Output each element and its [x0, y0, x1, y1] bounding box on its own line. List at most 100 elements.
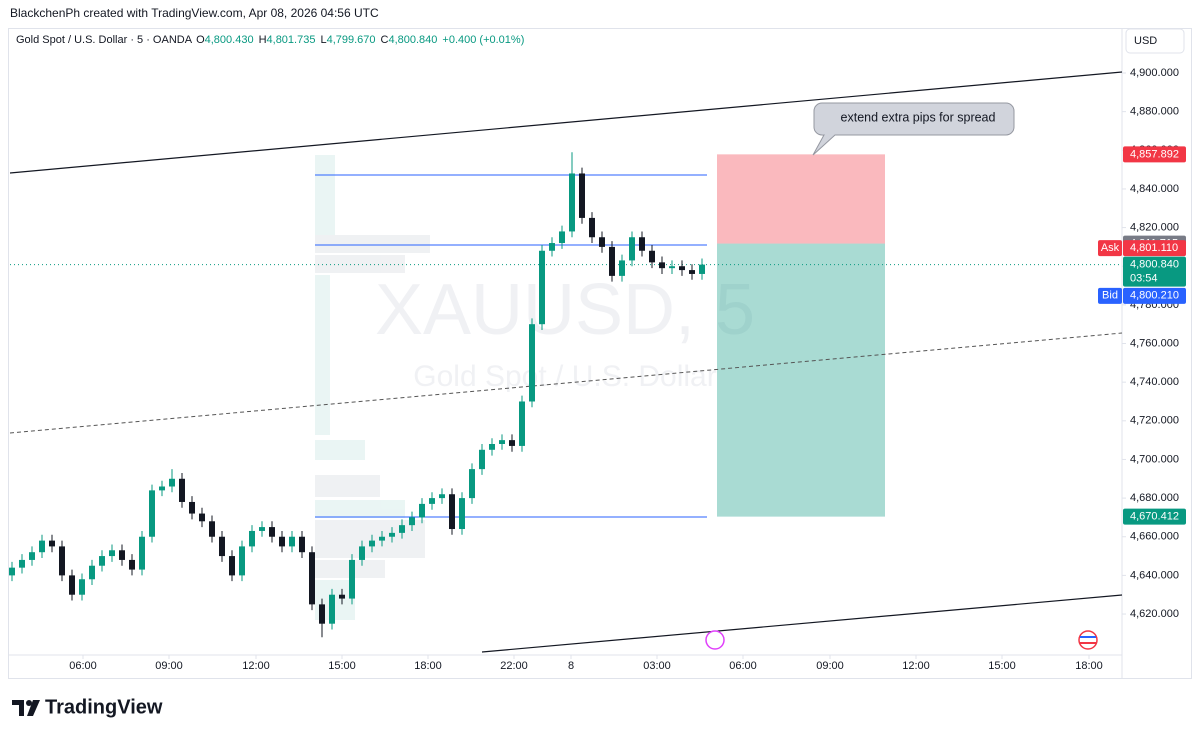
profile-bar — [315, 255, 405, 273]
chart-frame — [8, 28, 1192, 679]
candle-body — [369, 540, 375, 547]
candle-body — [599, 237, 605, 247]
x-tick-label: 09:00 — [816, 660, 844, 672]
x-tick-label: 18:00 — [414, 660, 442, 672]
flag-icon[interactable] — [1078, 630, 1098, 650]
logo-mark — [27, 700, 40, 716]
candle-body — [689, 270, 695, 274]
candle-body — [359, 546, 365, 560]
ohlc-value: 4,800.840 — [388, 34, 437, 46]
logo-mark — [26, 700, 32, 706]
candle-body — [69, 575, 75, 595]
y-tick-label: 4,660.000 — [1130, 531, 1179, 543]
callout — [812, 102, 1015, 156]
y-tick-label: 4,740.000 — [1130, 376, 1179, 388]
side-tag: Ask — [1101, 242, 1120, 254]
candle-body — [589, 217, 595, 238]
y-tick-label: 4,640.000 — [1130, 569, 1179, 581]
price-label-bg — [1123, 240, 1186, 257]
ohlc-legend: Gold Spot / U.S. Dollar · 5 · OANDA O 4,8… — [16, 34, 524, 46]
brand: TradingView — [45, 696, 163, 718]
profile-bar — [315, 235, 430, 253]
candle-body — [669, 266, 675, 269]
x-tick-label: 06:00 — [69, 660, 97, 672]
event-icon[interactable] — [705, 630, 725, 650]
candle-body — [539, 250, 545, 325]
candle-body — [189, 501, 195, 514]
candle-body — [409, 517, 415, 526]
channel-lower — [481, 594, 1123, 653]
candle-body — [439, 494, 445, 499]
profile-bar — [315, 500, 405, 518]
candle-body — [509, 440, 515, 446]
candle-body — [259, 527, 265, 531]
candle-body — [9, 567, 15, 576]
candle-body — [329, 594, 335, 624]
price-label-bg — [1123, 146, 1186, 163]
ohlc-key: H — [259, 34, 267, 46]
candle-body — [139, 536, 145, 570]
profile-bar — [315, 520, 425, 558]
watermark-ticker: XAUUSD, 5 — [375, 270, 755, 350]
x-tick-label: 18:00 — [1075, 660, 1103, 672]
ohlc-value: 4,800.430 — [205, 34, 254, 46]
price-label: 4,801.110 — [1130, 242, 1178, 254]
ohlc-key: O — [196, 34, 205, 46]
candle-body — [29, 552, 35, 560]
y-tick-label: 4,820.000 — [1130, 221, 1179, 233]
price-label-bg — [1123, 256, 1186, 287]
candle-body — [469, 469, 475, 499]
candle-body — [529, 324, 535, 402]
brand-logo — [12, 700, 40, 716]
candle-body — [489, 443, 495, 450]
candle-body — [249, 530, 255, 547]
x-tick-label: 15:00 — [988, 660, 1016, 672]
x-tick-label: 06:00 — [729, 660, 757, 672]
candle-body — [309, 552, 315, 605]
profile-bar — [315, 275, 330, 435]
x-tick-label: 09:00 — [155, 660, 183, 672]
candle-body — [609, 246, 615, 276]
candle-body — [279, 536, 285, 547]
candle-body — [449, 494, 455, 530]
candle-body — [179, 478, 185, 502]
candle-body — [79, 579, 85, 595]
x-tick-label: 22:00 — [500, 660, 528, 672]
candle-body — [129, 559, 135, 570]
side-tag: Bid — [1102, 290, 1118, 302]
y-tick-label: 4,760.000 — [1130, 337, 1179, 349]
candle-body — [39, 540, 45, 553]
candle-body — [499, 440, 505, 444]
x-tick-label: 12:00 — [242, 660, 270, 672]
candle-body — [49, 540, 55, 547]
candle-body — [339, 594, 345, 599]
y-tick-label: 4,620.000 — [1130, 608, 1179, 620]
axes: 4,620.000 4,640.000 4,660.000 4,680.000 4,70… — [69, 67, 1186, 672]
countdown: 03:54 — [1130, 273, 1158, 285]
candle-body — [559, 231, 565, 244]
channel-upper — [9, 71, 1123, 174]
side-tag-bg — [1098, 287, 1122, 304]
candle-body — [269, 527, 275, 537]
target-zone — [717, 243, 885, 517]
change: +0.400 (+0.01%) — [442, 34, 524, 46]
y-tick-label: 4,700.000 — [1130, 453, 1179, 465]
currency-button[interactable] — [1125, 28, 1185, 54]
candle-body — [679, 266, 685, 271]
candle-body — [569, 173, 575, 232]
candle-body — [699, 264, 705, 274]
profile-bar — [315, 155, 335, 245]
price-label-bg — [1123, 508, 1186, 525]
x-tick-label: 15:00 — [328, 660, 356, 672]
candle-body — [389, 532, 395, 537]
candle-body — [629, 237, 635, 261]
candle-body — [619, 260, 625, 276]
candle-body — [399, 525, 405, 533]
price-label: 4,857.892 — [1130, 148, 1179, 160]
candle-body — [149, 490, 155, 537]
candle-body — [429, 498, 435, 504]
price-label: 4,800.210 — [1130, 290, 1179, 302]
ohlc-value: 4,799.670 — [327, 34, 376, 46]
candle-body — [99, 556, 105, 566]
